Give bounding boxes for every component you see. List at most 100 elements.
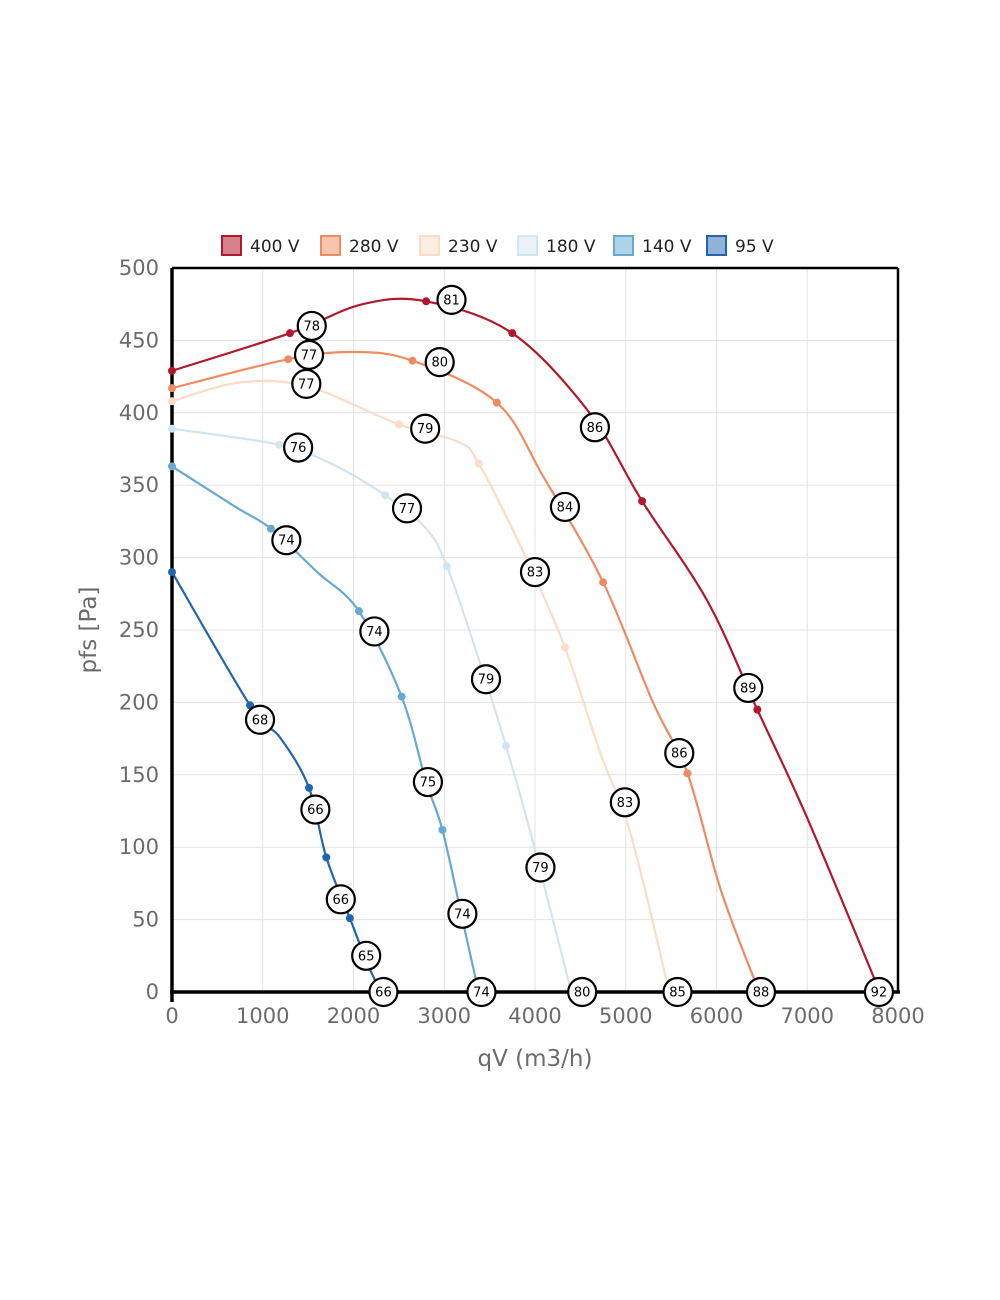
data-point-400v[interactable] xyxy=(638,497,647,506)
data-point-140v[interactable] xyxy=(438,825,447,834)
badge-circle xyxy=(391,493,423,524)
data-point-230v[interactable] xyxy=(394,420,403,429)
data-point-280v[interactable] xyxy=(599,578,608,587)
value-badge-280v: 77 xyxy=(293,339,325,370)
x-tick-label: 6000 xyxy=(690,1004,743,1028)
series-markers xyxy=(168,297,884,996)
legend-item-95v[interactable]: 95 V xyxy=(706,235,774,257)
x-tick-label: 3000 xyxy=(418,1004,471,1028)
badge-circle xyxy=(733,672,764,704)
legend-swatch xyxy=(517,235,538,256)
value-badge-230v: 83 xyxy=(609,787,640,818)
value-badge-280v: 84 xyxy=(549,491,581,523)
value-badge-95v: 66 xyxy=(300,794,331,825)
legend-label: 230 V xyxy=(448,237,498,257)
legend-item-140v[interactable]: 140 V xyxy=(613,235,692,257)
badge-value: 86 xyxy=(671,747,688,762)
data-point-280v[interactable] xyxy=(168,384,176,393)
data-point-140v[interactable] xyxy=(354,607,363,616)
value-badge-230v: 85 xyxy=(662,976,693,1008)
x-tick-label: 1000 xyxy=(236,1004,289,1028)
value-badge-230v: 79 xyxy=(410,413,441,444)
legend-item-230v[interactable]: 230 V xyxy=(419,235,498,257)
legend-label: 180 V xyxy=(546,237,596,257)
badge-value: 74 xyxy=(473,986,490,1001)
badge-value: 85 xyxy=(669,986,686,1001)
badge-circle xyxy=(519,556,551,588)
series-line-400v xyxy=(171,297,881,993)
data-point-180v[interactable] xyxy=(168,424,176,433)
legend[interactable]: 400 V 280 V 230 V 180 V 140 V 95 V xyxy=(221,235,774,257)
value-badge-180v: 76 xyxy=(283,432,314,463)
y-tick-label: 350 xyxy=(119,473,159,497)
data-point-180v[interactable] xyxy=(442,562,451,571)
data-point-140v[interactable] xyxy=(168,462,176,471)
data-point-140v[interactable] xyxy=(266,524,275,533)
data-point-230v[interactable] xyxy=(474,459,483,468)
legend-swatch xyxy=(320,235,341,256)
badge-circle xyxy=(325,884,356,915)
series-line-230v xyxy=(171,379,671,993)
badge-circle xyxy=(300,794,331,825)
data-point-400v[interactable] xyxy=(168,366,176,375)
value-badge-95v: 66 xyxy=(368,976,399,1008)
data-point-95v[interactable] xyxy=(322,853,331,862)
legend-item-180v[interactable]: 180 V xyxy=(517,235,596,257)
data-point-95v[interactable] xyxy=(168,568,176,577)
data-point-180v[interactable] xyxy=(501,741,510,750)
badge-value: 74 xyxy=(366,625,383,640)
value-badge-400v: 89 xyxy=(733,672,764,704)
data-point-400v[interactable] xyxy=(285,329,294,338)
y-tick-label: 250 xyxy=(119,618,159,642)
badge-value: 79 xyxy=(478,673,495,688)
y-tick-label: 300 xyxy=(119,546,159,570)
badge-value: 83 xyxy=(527,566,544,581)
data-point-280v[interactable] xyxy=(284,355,293,364)
data-point-400v[interactable] xyxy=(508,329,517,338)
series-lines xyxy=(171,297,881,993)
badge-value: 80 xyxy=(574,986,591,1001)
badge-circle xyxy=(351,940,382,971)
value-badge-140v: 75 xyxy=(412,766,444,798)
x-tick-label: 2000 xyxy=(327,1004,380,1028)
value-badge-180v: 79 xyxy=(525,852,556,883)
data-point-140v[interactable] xyxy=(397,692,406,701)
value-badge-140v: 74 xyxy=(271,525,302,556)
badge-circle xyxy=(579,412,610,443)
badge-value: 77 xyxy=(399,502,416,517)
badge-value: 79 xyxy=(532,861,549,876)
data-point-230v[interactable] xyxy=(168,397,176,406)
legend-item-400v[interactable]: 400 V xyxy=(221,235,300,257)
data-point-280v[interactable] xyxy=(683,769,692,778)
badge-circle xyxy=(549,491,581,523)
badge-value: 89 xyxy=(740,681,757,696)
badge-circle xyxy=(359,616,390,647)
badge-circle xyxy=(368,976,399,1008)
data-point-400v[interactable] xyxy=(422,297,431,306)
data-point-95v[interactable] xyxy=(345,914,354,923)
legend-item-280v[interactable]: 280 V xyxy=(320,235,399,257)
data-point-180v[interactable] xyxy=(275,440,284,449)
y-tick-label: 150 xyxy=(119,763,159,787)
badge-value: 76 xyxy=(290,441,307,456)
data-point-280v[interactable] xyxy=(408,356,417,365)
data-point-95v[interactable] xyxy=(305,783,314,792)
data-point-230v[interactable] xyxy=(560,643,569,652)
data-point-180v[interactable] xyxy=(381,491,390,500)
badge-value: 77 xyxy=(301,348,318,363)
data-point-400v[interactable] xyxy=(753,705,762,714)
badge-circle xyxy=(412,766,444,798)
value-badge-95v: 65 xyxy=(351,940,382,971)
badge-circle xyxy=(525,852,556,883)
badge-value: 66 xyxy=(333,893,350,908)
data-point-280v[interactable] xyxy=(492,398,501,407)
value-badge-95v: 68 xyxy=(244,704,276,735)
axes: 0 1000 2000 3000 4000 5000 6000 7000 8000 0 50 100 1… xyxy=(119,256,925,1028)
badge-value: 86 xyxy=(587,421,604,436)
badge-value: 78 xyxy=(303,319,320,334)
badge-circle xyxy=(296,310,327,342)
value-badge-180v: 79 xyxy=(470,664,502,695)
legend-label: 400 V xyxy=(250,237,300,257)
badge-value: 81 xyxy=(443,293,460,308)
y-tick-label: 50 xyxy=(132,908,159,932)
